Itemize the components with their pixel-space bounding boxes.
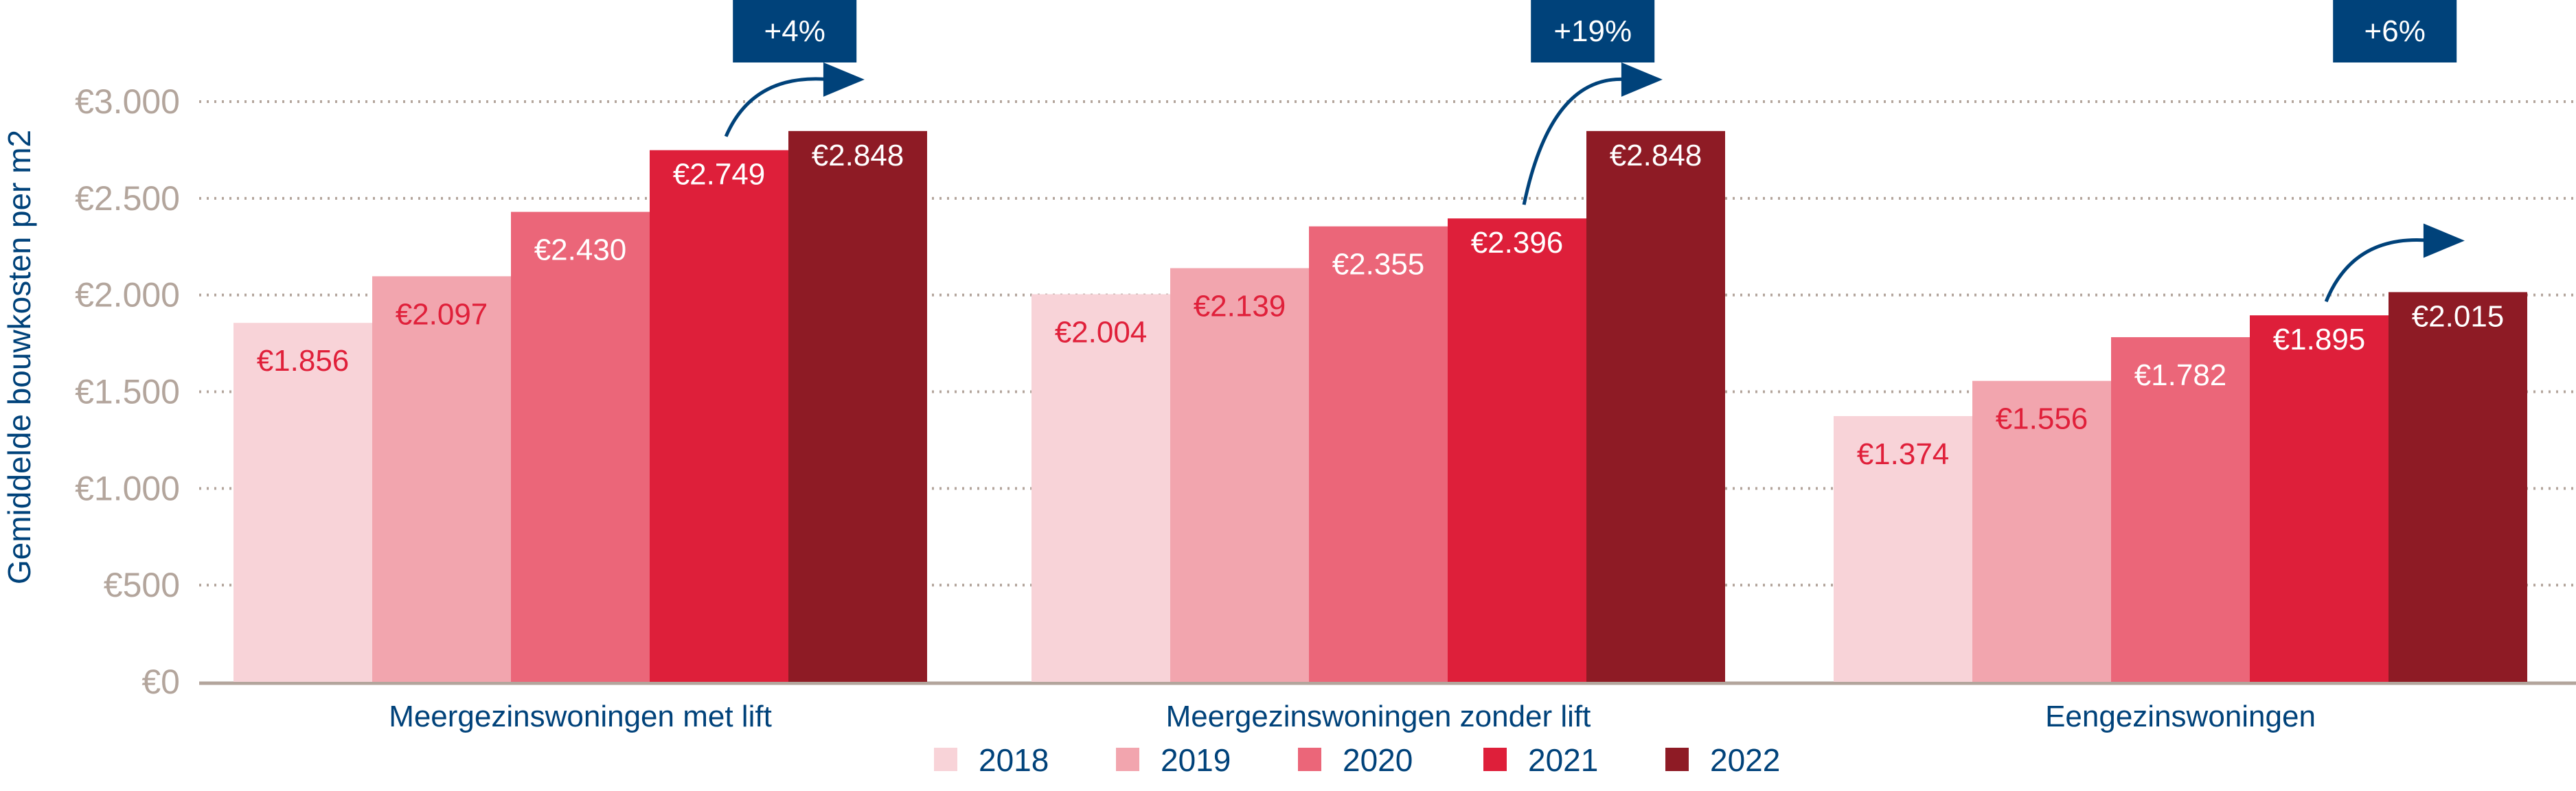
data-label: €2.396 — [1471, 226, 1564, 260]
bar-2020 — [511, 211, 650, 682]
bar-2022 — [1586, 130, 1725, 682]
change-badge-label: +6% — [2364, 14, 2426, 48]
bar-2018 — [1031, 294, 1170, 682]
bar-2018 — [1834, 415, 1972, 682]
data-label: €1.556 — [1996, 402, 2088, 436]
data-label: €1.782 — [2134, 358, 2227, 392]
legend-label: 2022 — [1710, 742, 1780, 778]
y-axis-title: Gemiddelde bouwkosten per m2 — [1, 130, 37, 584]
category-label: Meergezinswoningen met lift — [389, 700, 772, 733]
y-tick-label: €1.000 — [75, 469, 180, 507]
change-badge — [2333, 0, 2457, 62]
legend-swatch-2021 — [1483, 748, 1507, 771]
data-label: €2.139 — [1194, 290, 1286, 323]
change-badge-label: +19% — [1553, 14, 1632, 48]
bar-2021 — [1448, 218, 1586, 682]
arrow-curve — [724, 77, 831, 137]
bar-2021 — [650, 150, 788, 682]
change-badge — [1531, 0, 1655, 62]
legend-label: 2019 — [1161, 742, 1231, 778]
y-tick-label: €2.500 — [75, 179, 180, 218]
y-tick-label: €3.000 — [75, 82, 180, 121]
bar-2020 — [1309, 226, 1448, 682]
data-label: €2.355 — [1332, 248, 1425, 282]
bar-2019 — [372, 276, 511, 683]
data-label: €2.848 — [1610, 139, 1702, 172]
data-label: €1.374 — [1857, 437, 1950, 471]
legend-swatch-2020 — [1298, 748, 1321, 771]
category-label: Eengezinswoningen — [2045, 700, 2316, 733]
y-tick-label: €1.500 — [75, 373, 180, 411]
data-label: €2.848 — [812, 139, 904, 172]
y-tick-label: €500 — [104, 566, 180, 604]
bar-2019 — [1170, 268, 1309, 682]
bar-2022 — [788, 130, 927, 682]
change-badge-label: +4% — [764, 14, 825, 48]
legend-swatch-2019 — [1116, 748, 1139, 771]
bar-2021 — [2250, 315, 2389, 682]
y-tick-label: €0 — [141, 663, 180, 701]
arrow-curve — [1522, 77, 1629, 205]
legend-label: 2020 — [1343, 742, 1413, 778]
category-label: Meergezinswoningen zonder lift — [1166, 700, 1591, 733]
arrow-head-icon — [2423, 223, 2465, 258]
bar-2020 — [2111, 337, 2250, 682]
data-label: €2.004 — [1055, 316, 1148, 349]
data-label: €2.430 — [534, 233, 627, 267]
change-badge — [733, 0, 857, 62]
legend-swatch-2022 — [1665, 748, 1689, 771]
arrow-head-icon — [1621, 62, 1663, 97]
y-tick-label: €2.000 — [75, 276, 180, 314]
data-label: €2.015 — [2412, 299, 2505, 333]
data-label: €1.856 — [257, 344, 350, 378]
arrow-curve — [2324, 238, 2431, 303]
arrow-head-icon — [823, 62, 865, 97]
bar-2022 — [2389, 292, 2527, 683]
bar-2018 — [233, 323, 372, 682]
data-label: €2.097 — [396, 297, 488, 331]
legend-swatch-2018 — [934, 748, 957, 771]
bar-2019 — [1972, 380, 2111, 682]
data-label: €1.895 — [2273, 323, 2366, 356]
data-label: €2.749 — [673, 158, 766, 192]
legend-label: 2018 — [979, 742, 1049, 778]
legend-label: 2021 — [1528, 742, 1598, 778]
